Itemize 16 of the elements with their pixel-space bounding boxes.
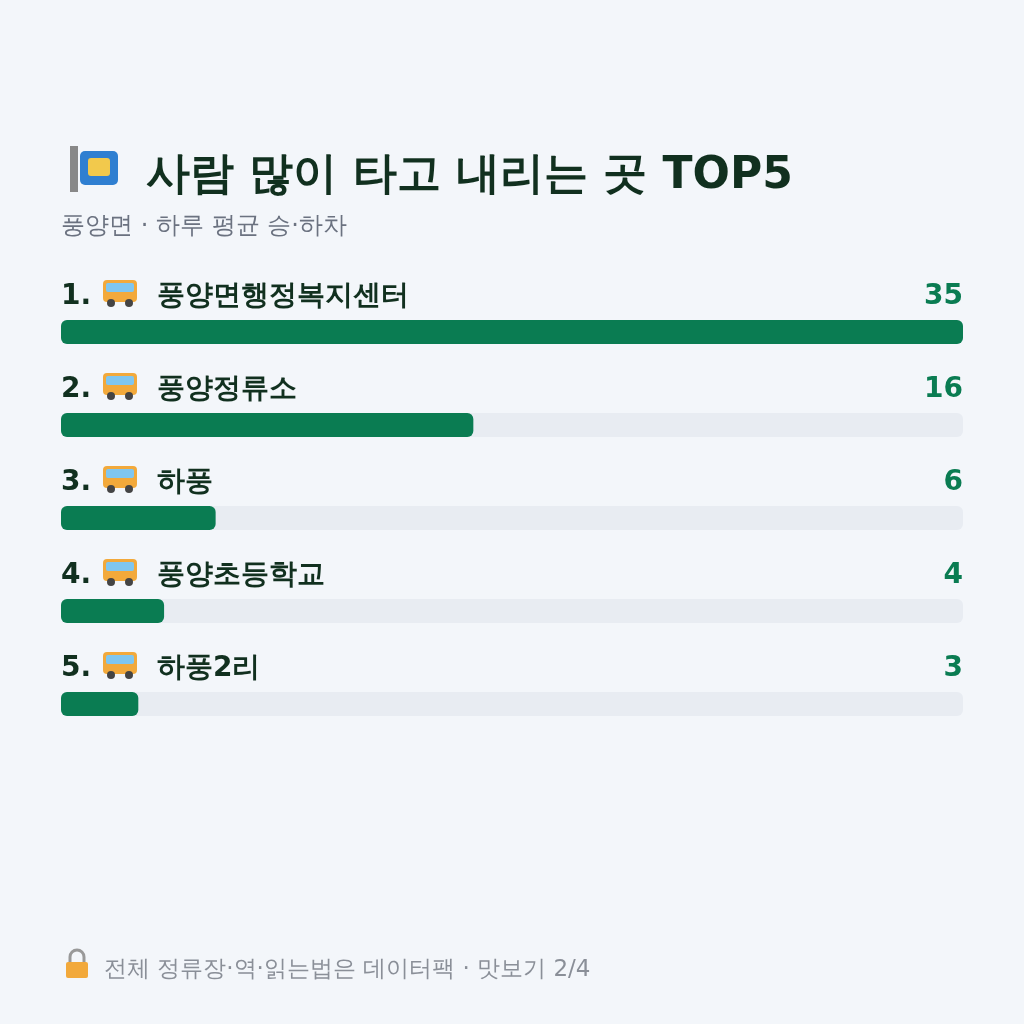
data-label: 35 <box>924 278 963 311</box>
chart-subtitle: 풍양면 · 하루 평균 승·하차 <box>61 211 347 239</box>
bar <box>61 692 139 716</box>
category-label: 5. 하풍2리 <box>61 650 261 683</box>
data-label: 3 <box>943 650 963 683</box>
text: 전체 정류장·역·읽는법은 데이터팩 · 맛보기 2/4 <box>104 955 591 981</box>
category-label: 1. 풍양면행정복지센터 <box>61 278 409 311</box>
category-label: 3. 하풍 <box>61 464 213 497</box>
category-label: 4. 풍양초등학교 <box>61 557 325 590</box>
data-label: 6 <box>943 464 963 497</box>
bar <box>61 599 165 623</box>
category-label: 2. 풍양정류소 <box>61 371 297 404</box>
bar <box>61 506 216 530</box>
data-label: 4 <box>943 557 963 590</box>
chart-title: 사람 많이 타고 내리는 곳 TOP5 <box>146 147 793 198</box>
data-label: 16 <box>924 371 963 404</box>
